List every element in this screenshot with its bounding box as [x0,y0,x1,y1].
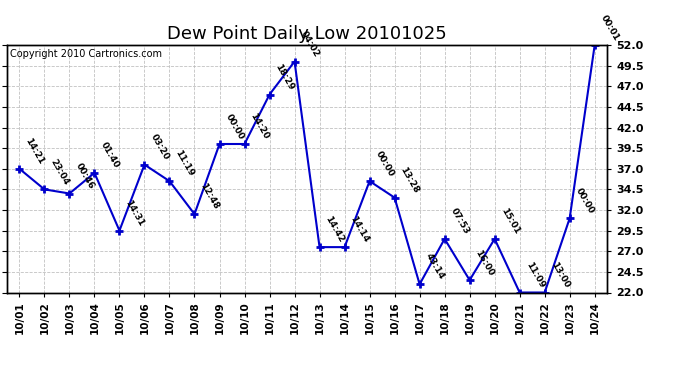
Text: 00:46: 00:46 [74,162,96,191]
Text: 00:01: 00:01 [599,13,621,42]
Text: 14:31: 14:31 [124,198,146,228]
Text: 03:20: 03:20 [148,133,170,162]
Text: 14:20: 14:20 [248,112,270,141]
Text: 07:53: 07:53 [448,207,471,236]
Text: 13:00: 13:00 [549,261,571,290]
Text: 00:00: 00:00 [224,112,246,141]
Text: 15:01: 15:01 [499,207,521,236]
Text: 01:40: 01:40 [99,141,121,170]
Text: 14:14: 14:14 [348,215,371,244]
Text: 23:04: 23:04 [48,157,70,187]
Text: 16:00: 16:00 [474,248,496,278]
Text: 14:42: 14:42 [324,215,346,244]
Text: 13:28: 13:28 [399,165,421,195]
Text: 04:02: 04:02 [299,30,321,59]
Text: 11:09: 11:09 [524,260,546,290]
Title: Dew Point Daily Low 20101025: Dew Point Daily Low 20101025 [167,26,447,44]
Text: 00:00: 00:00 [374,150,395,178]
Text: 14:21: 14:21 [23,136,46,166]
Text: 18:29: 18:29 [274,62,296,92]
Text: Copyright 2010 Cartronics.com: Copyright 2010 Cartronics.com [10,49,162,59]
Text: 12:48: 12:48 [199,182,221,212]
Text: 00:00: 00:00 [574,187,595,216]
Text: 43:14: 43:14 [424,252,446,282]
Text: 11:19: 11:19 [174,149,196,178]
